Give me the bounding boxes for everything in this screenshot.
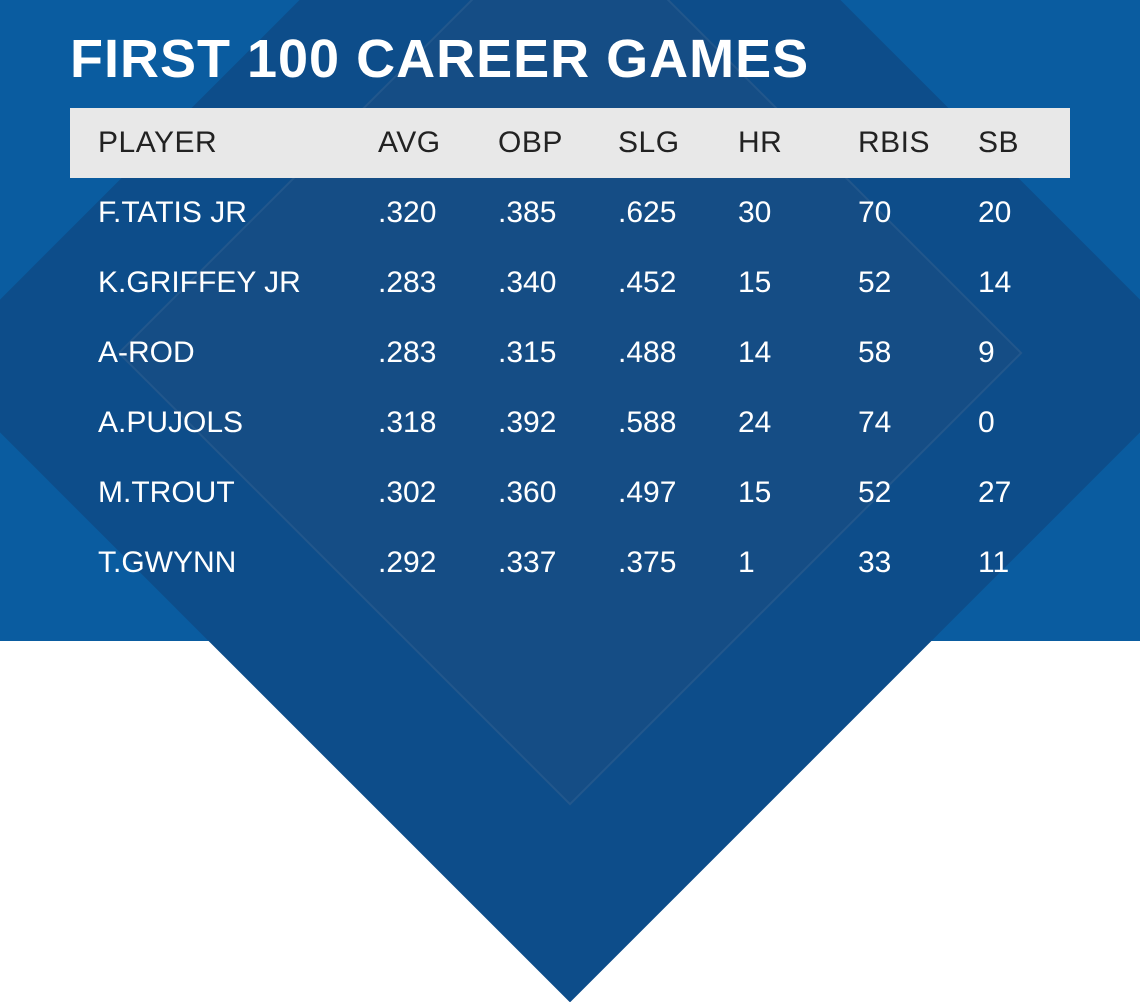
cell-slg: .588 [590,388,710,458]
col-hr: HR [710,108,830,178]
cell-obp: .392 [470,388,590,458]
table-row: A-ROD .283 .315 .488 14 58 9 [70,318,1070,388]
cell-hr: 15 [710,458,830,528]
page-title: FIRST 100 CAREER GAMES [70,28,1070,90]
cell-rbis: 58 [830,318,950,388]
cell-hr: 14 [710,318,830,388]
cell-rbis: 70 [830,178,950,248]
cell-avg: .320 [350,178,470,248]
table-header-row: PLAYER AVG OBP SLG HR RBIS SB [70,108,1070,178]
cell-obp: .340 [470,248,590,318]
cell-slg: .375 [590,528,710,598]
cell-player: A-ROD [70,318,350,388]
cell-rbis: 74 [830,388,950,458]
table-row: A.PUJOLS .318 .392 .588 24 74 0 [70,388,1070,458]
cell-avg: .318 [350,388,470,458]
col-rbis: RBIS [830,108,950,178]
stats-table: PLAYER AVG OBP SLG HR RBIS SB F.TATIS JR… [70,108,1070,598]
cell-player: T.GWYNN [70,528,350,598]
cell-sb: 9 [950,318,1070,388]
cell-hr: 15 [710,248,830,318]
cell-rbis: 52 [830,458,950,528]
col-player: PLAYER [70,108,350,178]
cell-obp: .315 [470,318,590,388]
cell-avg: .292 [350,528,470,598]
cell-hr: 30 [710,178,830,248]
cell-avg: .302 [350,458,470,528]
table-row: T.GWYNN .292 .337 .375 1 33 11 [70,528,1070,598]
cell-sb: 11 [950,528,1070,598]
cell-hr: 24 [710,388,830,458]
cell-rbis: 33 [830,528,950,598]
content-area: FIRST 100 CAREER GAMES PLAYER AVG OBP SL… [0,0,1140,598]
col-sb: SB [950,108,1070,178]
table-row: F.TATIS JR .320 .385 .625 30 70 20 [70,178,1070,248]
cell-slg: .452 [590,248,710,318]
cell-rbis: 52 [830,248,950,318]
cell-player: F.TATIS JR [70,178,350,248]
cell-slg: .625 [590,178,710,248]
table-body: F.TATIS JR .320 .385 .625 30 70 20 K.GRI… [70,178,1070,598]
cell-sb: 27 [950,458,1070,528]
table-row: M.TROUT .302 .360 .497 15 52 27 [70,458,1070,528]
col-avg: AVG [350,108,470,178]
cell-avg: .283 [350,318,470,388]
col-obp: OBP [470,108,590,178]
cell-obp: .337 [470,528,590,598]
cell-slg: .497 [590,458,710,528]
cell-player: K.GRIFFEY JR [70,248,350,318]
table-row: K.GRIFFEY JR .283 .340 .452 15 52 14 [70,248,1070,318]
col-slg: SLG [590,108,710,178]
cell-slg: .488 [590,318,710,388]
cell-obp: .385 [470,178,590,248]
cell-sb: 20 [950,178,1070,248]
cell-sb: 0 [950,388,1070,458]
cell-player: A.PUJOLS [70,388,350,458]
cell-obp: .360 [470,458,590,528]
cell-avg: .283 [350,248,470,318]
cell-sb: 14 [950,248,1070,318]
cell-hr: 1 [710,528,830,598]
cell-player: M.TROUT [70,458,350,528]
